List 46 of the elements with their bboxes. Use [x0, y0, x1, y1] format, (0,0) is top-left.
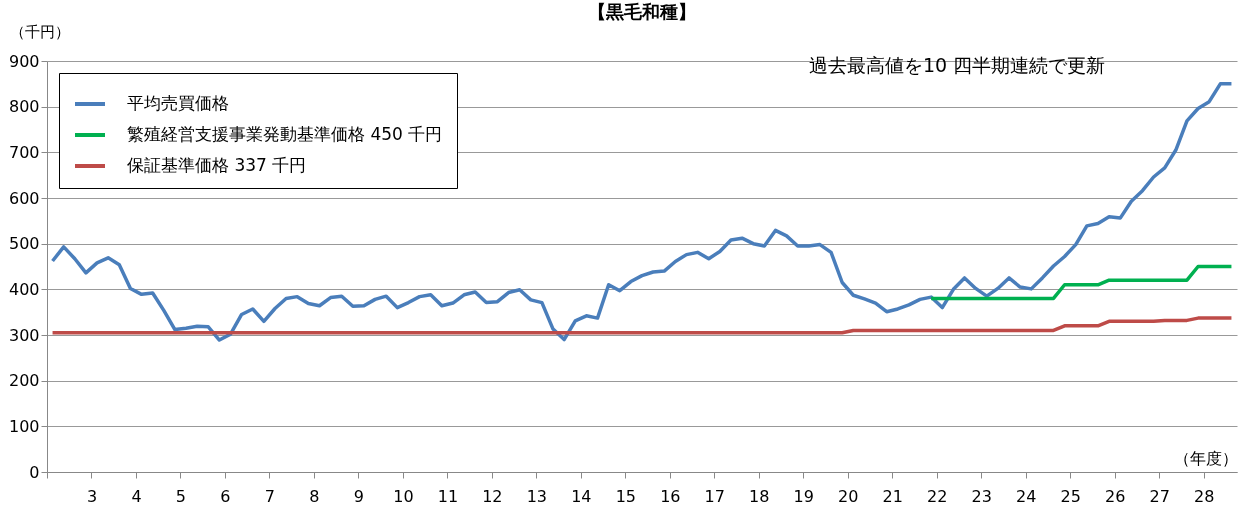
y-tick-label: 900 [8, 51, 40, 71]
x-tick-label: 20 [838, 486, 859, 506]
y-tick-label: 0 [29, 462, 40, 482]
x-tick-label: 25 [1060, 486, 1081, 506]
x-tick-label: 21 [882, 486, 903, 506]
line-series [50, 316, 1234, 335]
x-tick-label: 9 [353, 486, 364, 506]
annotation: 過去最高値を10 四半期連続で更新 [808, 54, 1106, 76]
y-tick-label: 200 [8, 371, 40, 391]
legend-label: 繁殖経営支援事業発動基準価格 450 千円 [127, 124, 443, 144]
x-tick-label: 12 [482, 486, 503, 506]
line-series [50, 82, 1234, 342]
y-tick-label: 600 [8, 188, 40, 208]
x-tick-label: 13 [526, 486, 548, 506]
x-tick-label: 7 [264, 486, 276, 506]
x-tick-label: 27 [1149, 486, 1170, 506]
x-tick-label: 22 [927, 486, 948, 506]
x-tick-label: 14 [571, 486, 592, 506]
legend-label: 保証基準価格 337 千円 [127, 155, 307, 175]
x-tick-label: 28 [1193, 486, 1215, 506]
y-tick-label: 300 [8, 325, 40, 345]
y-tick-label: 100 [8, 416, 40, 436]
chart-title: 【黒毛和種】 [588, 1, 696, 22]
x-tick-label: 15 [615, 486, 636, 506]
y-tick-label: 400 [8, 279, 40, 299]
x-tick-label: 26 [1104, 486, 1126, 506]
x-tick-label: 11 [437, 486, 459, 506]
x-axis-title: （年度） [1173, 448, 1238, 468]
x-tick-label: 5 [175, 486, 187, 506]
x-tick-label: 10 [393, 486, 414, 506]
x-tick-label: 17 [704, 486, 725, 506]
y-axis-title: （千円） [9, 22, 70, 41]
y-tick-label: 500 [8, 234, 40, 254]
x-tick-label: 8 [309, 486, 320, 506]
x-tick-label: 24 [1016, 486, 1037, 506]
x-tick-label: 4 [131, 486, 142, 506]
x-tick-label: 19 [793, 486, 814, 506]
y-tick-label: 700 [8, 142, 40, 162]
line-series [929, 264, 1234, 301]
y-tick-label: 800 [8, 97, 40, 117]
x-tick-label: 23 [971, 486, 992, 506]
x-tick-label: 3 [86, 486, 98, 506]
x-tick-label: 6 [220, 486, 231, 506]
x-tick-label: 18 [749, 486, 770, 506]
x-tick-label: 16 [660, 486, 681, 506]
legend-label: 平均売買価格 [127, 93, 229, 113]
